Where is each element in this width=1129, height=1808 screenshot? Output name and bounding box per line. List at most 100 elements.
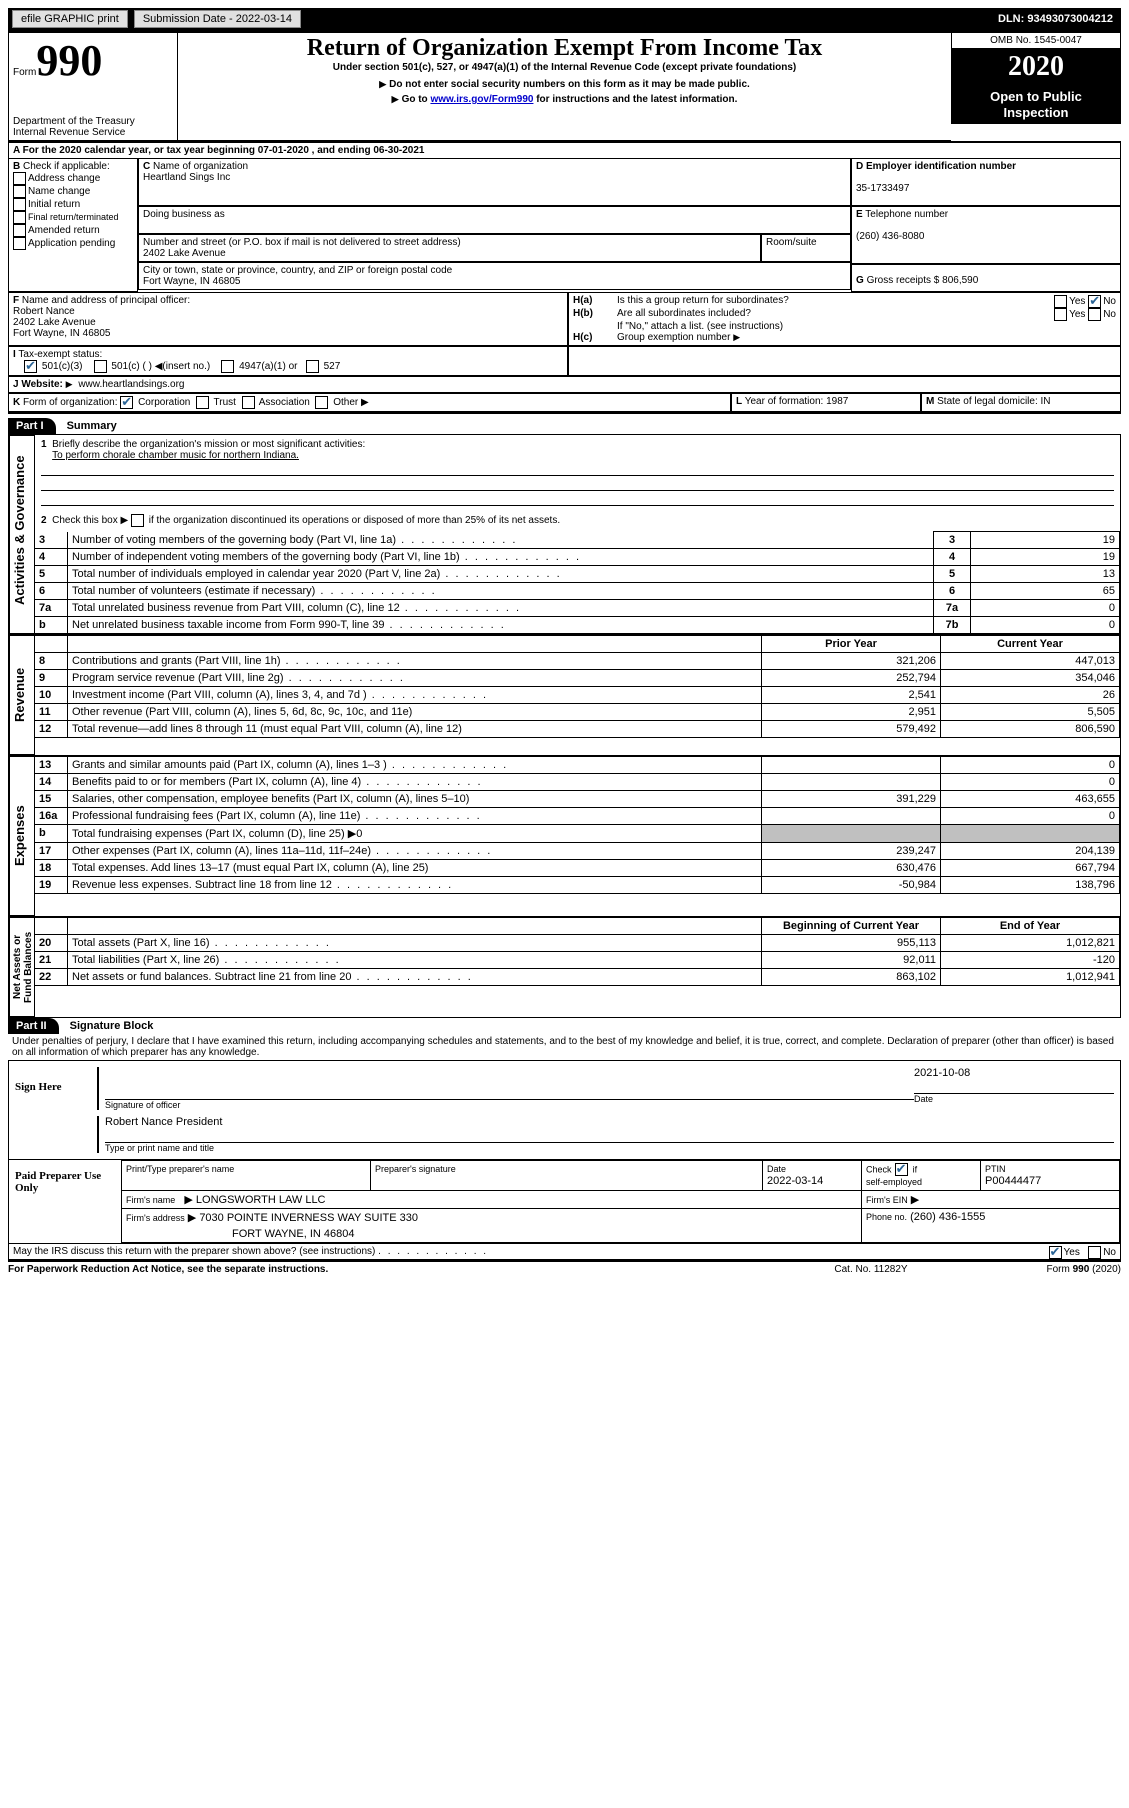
year-formation-label: Year of formation:: [745, 396, 824, 407]
org-name-label: Name of organization: [153, 161, 248, 172]
form-footer: Form 990 (2020): [971, 1264, 1121, 1275]
vlabel-governance: Activities & Governance: [10, 436, 29, 624]
website-value: www.heartlandsings.org: [78, 379, 184, 390]
netassets-section: Net Assets or Fund Balances Beginning of…: [8, 917, 1121, 1018]
ein-label: Employer identification number: [866, 161, 1016, 172]
tax-year: 2020: [951, 49, 1121, 85]
application-pending-checkbox[interactable]: [13, 237, 26, 250]
perjury-text: Under penalties of perjury, I declare th…: [8, 1034, 1121, 1060]
inspection-label: Open to Public Inspection: [951, 85, 1121, 124]
discuss-row: May the IRS discuss this return with the…: [8, 1244, 1121, 1260]
final-return-checkbox[interactable]: [13, 211, 26, 224]
state-domicile-label: State of legal domicile:: [937, 396, 1038, 407]
form-word: Form: [13, 67, 36, 78]
phone-value: (260) 436-8080: [856, 231, 924, 242]
form-subtitle: Under section 501(c), 527, or 4947(a)(1)…: [182, 62, 947, 73]
self-employed-checkbox[interactable]: [895, 1163, 908, 1176]
entity-info: B Check if applicable: Address change Na…: [8, 158, 1121, 292]
officer-printed-name: Robert Nance President: [105, 1116, 1114, 1128]
summary-section: Activities & Governance 1 Briefly descri…: [8, 434, 1121, 635]
dba-label: Doing business as: [143, 209, 225, 220]
city-label: City or town, state or province, country…: [143, 265, 452, 276]
officer-label: Name and address of principal officer:: [22, 295, 190, 306]
corp-checkbox[interactable]: [120, 396, 133, 409]
501c-checkbox[interactable]: [94, 360, 107, 373]
submission-date-button[interactable]: Submission Date - 2022-03-14: [134, 10, 301, 28]
other-checkbox[interactable]: [315, 396, 328, 409]
expenses-section: Expenses 13Grants and similar amounts pa…: [8, 756, 1121, 917]
vlabel-expenses: Expenses: [10, 757, 29, 915]
form-org-label: Form of organization:: [23, 397, 118, 408]
hb-yes-checkbox[interactable]: [1054, 308, 1067, 321]
goto-pre: Go to: [402, 94, 431, 105]
part1-title: Summary: [59, 420, 117, 432]
officer-name: Robert Nance: [13, 306, 75, 317]
sig-date-label: Date: [914, 1094, 1114, 1104]
website-label: Website:: [21, 379, 63, 390]
address-change-checkbox[interactable]: [13, 172, 26, 185]
irs-label: Internal Revenue Service: [13, 127, 173, 138]
officer-sig-label: Signature of officer: [105, 1100, 914, 1110]
ha-no-checkbox[interactable]: [1088, 295, 1101, 308]
assoc-checkbox[interactable]: [242, 396, 255, 409]
officer-group-row: F Name and address of principal officer:…: [8, 292, 1121, 346]
subordinates-label: Are all subordinates included?: [617, 308, 1006, 321]
street-value: 2402 Lake Avenue: [143, 248, 226, 259]
phone-label: Telephone number: [865, 209, 948, 220]
mission-text: To perform chorale chamber music for nor…: [52, 450, 299, 461]
discuss-yes-checkbox[interactable]: [1049, 1246, 1062, 1259]
vlabel-revenue: Revenue: [10, 636, 29, 754]
527-checkbox[interactable]: [306, 360, 319, 373]
discuss-no-checkbox[interactable]: [1088, 1246, 1101, 1259]
hb-no-checkbox[interactable]: [1088, 308, 1101, 321]
tax-exempt-row: I Tax-exempt status: 501(c)(3) 501(c) ( …: [8, 346, 1121, 376]
goto-post: for instructions and the latest informat…: [533, 94, 737, 105]
group-return-label: Is this a group return for subordinates?: [617, 295, 1006, 308]
check-applicable-label: Check if applicable:: [23, 161, 110, 172]
part1-label: Part I: [8, 418, 56, 434]
street-label: Number and street (or P.O. box if mail i…: [143, 237, 461, 248]
mission-label: Briefly describe the organization's miss…: [52, 439, 365, 450]
trust-checkbox[interactable]: [196, 396, 209, 409]
governance-table: 3Number of voting members of the governi…: [35, 531, 1120, 634]
tax-period-line: A For the 2020 calendar year, or tax yea…: [8, 141, 1121, 158]
city-value: Fort Wayne, IN 46805: [143, 276, 240, 287]
vlabel-netassets: Net Assets or Fund Balances: [10, 918, 36, 1016]
sign-here-block: Sign Here Signature of officer 2021-10-0…: [8, 1060, 1121, 1160]
4947-checkbox[interactable]: [221, 360, 234, 373]
omb-number: OMB No. 1545-0047: [951, 32, 1121, 49]
part1-header: Part I Summary: [8, 418, 1121, 434]
sign-here-label: Sign Here: [9, 1061, 91, 1159]
501c3-checkbox[interactable]: [24, 360, 37, 373]
dept-treasury: Department of the Treasury: [13, 116, 173, 127]
part2-title: Signature Block: [62, 1020, 154, 1032]
gross-receipts-label: Gross receipts $: [867, 275, 940, 286]
initial-return-checkbox[interactable]: [13, 198, 26, 211]
revenue-section: Revenue Prior YearCurrent Year 8Contribu…: [8, 635, 1121, 756]
expenses-table: 13Grants and similar amounts paid (Part …: [35, 756, 1120, 894]
room-suite-label: Room/suite: [761, 234, 851, 262]
netassets-table: Beginning of Current YearEnd of Year 20T…: [35, 917, 1120, 986]
name-change-checkbox[interactable]: [13, 185, 26, 198]
efile-print-button[interactable]: efile GRAPHIC print: [12, 10, 128, 28]
officer-city: Fort Wayne, IN 46805: [13, 328, 110, 339]
form-title: Return of Organization Exempt From Incom…: [182, 35, 947, 62]
irs-link[interactable]: www.irs.gov/Form990: [430, 94, 533, 105]
org-name: Heartland Sings Inc: [143, 172, 230, 183]
website-row: J Website: www.heartlandsings.org: [8, 376, 1121, 393]
group-exemption-label: Group exemption number: [617, 332, 730, 343]
discontinued-checkbox[interactable]: [131, 514, 144, 527]
topbar: efile GRAPHIC print Submission Date - 20…: [8, 8, 1121, 30]
state-domicile-value: IN: [1041, 396, 1051, 407]
amended-return-checkbox[interactable]: [13, 224, 26, 237]
officer-street: 2402 Lake Avenue: [13, 317, 96, 328]
dln-label: DLN: 93493073004212: [998, 13, 1113, 25]
gross-receipts-value: 806,590: [942, 275, 978, 286]
footer: For Paperwork Reduction Act Notice, see …: [8, 1260, 1121, 1275]
hb-note: If "No," attach a list. (see instruction…: [573, 321, 1116, 332]
form-number: 990: [36, 36, 102, 85]
revenue-table: Prior YearCurrent Year 8Contributions an…: [35, 635, 1120, 738]
part2-label: Part II: [8, 1018, 59, 1034]
ha-yes-checkbox[interactable]: [1054, 295, 1067, 308]
ein-value: 35-1733497: [856, 183, 909, 194]
